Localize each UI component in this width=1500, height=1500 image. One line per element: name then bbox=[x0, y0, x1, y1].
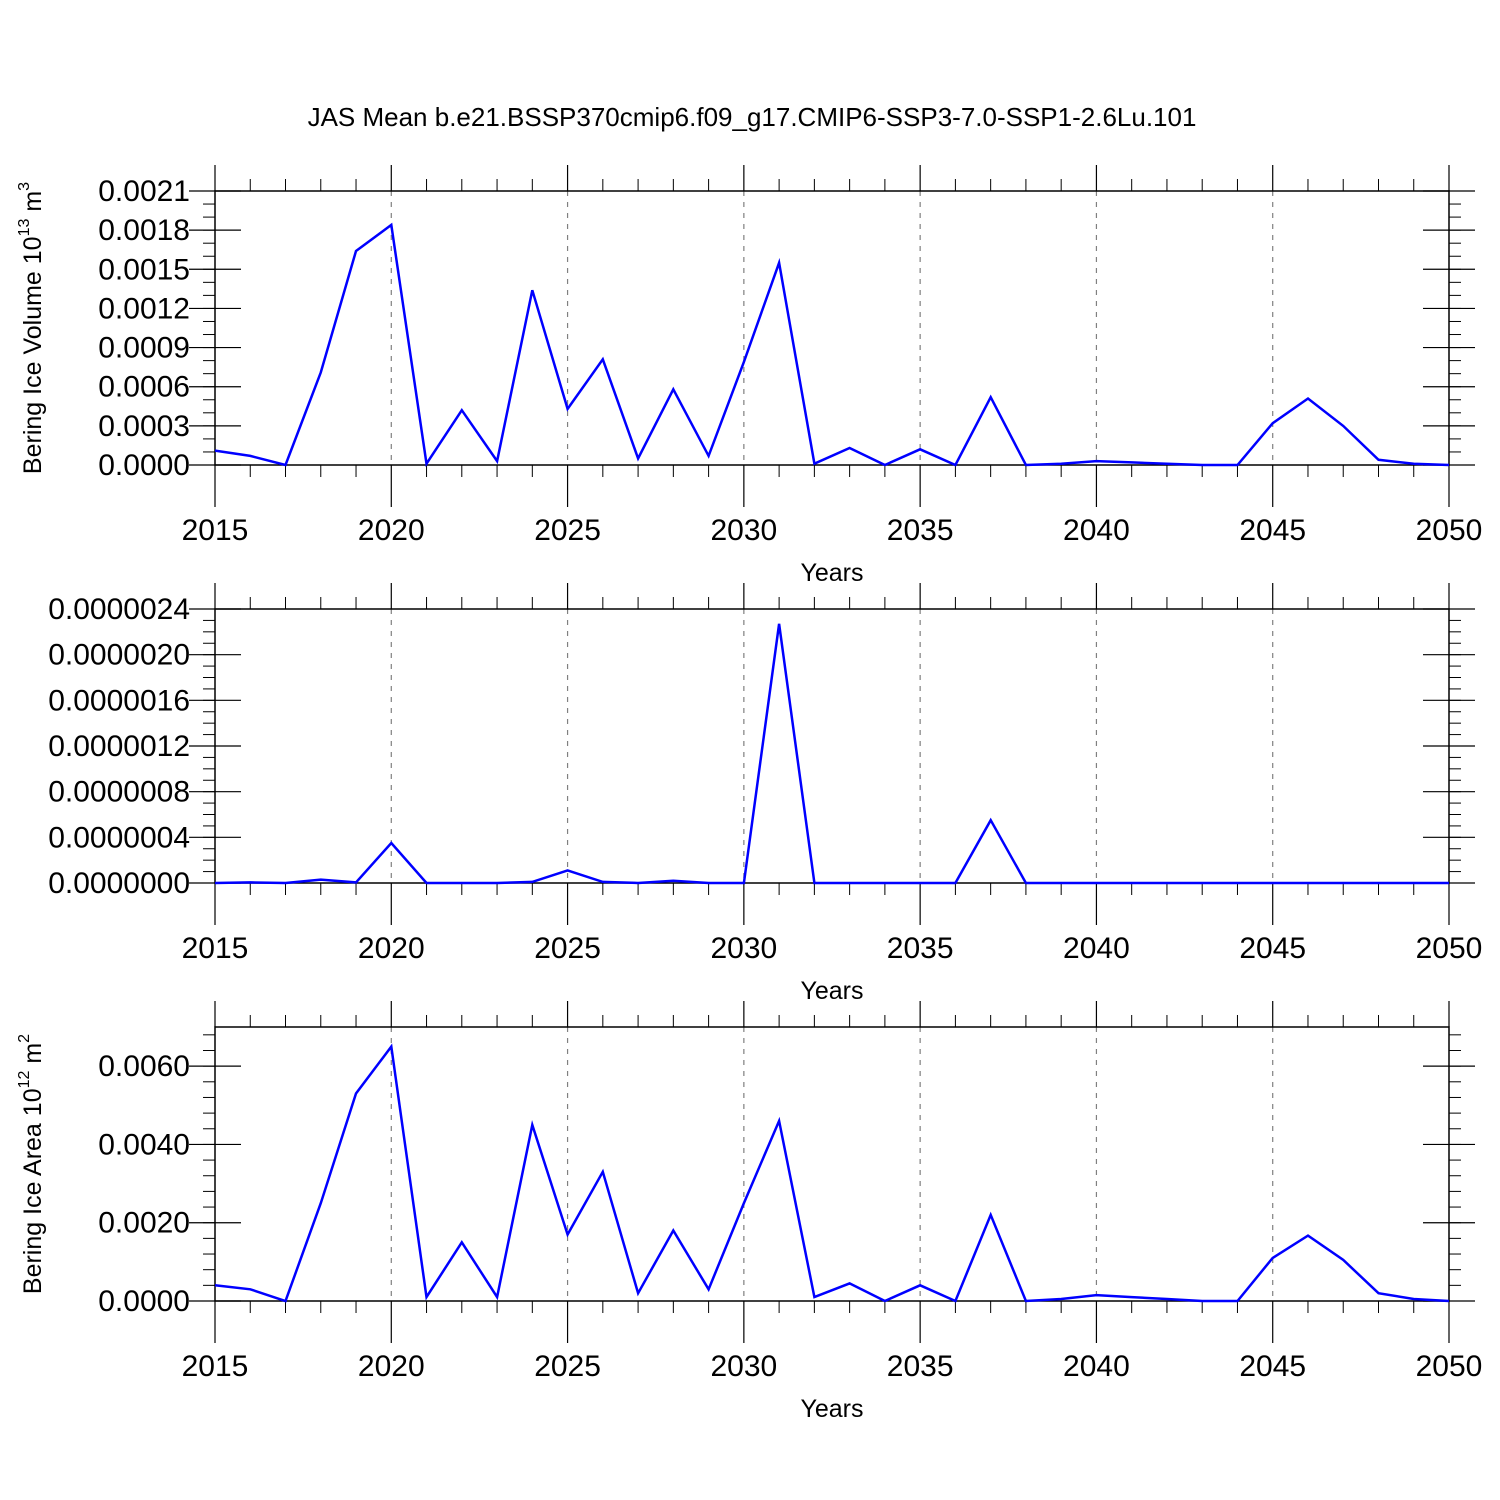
middle-series-line bbox=[214, 623, 1449, 885]
middle-y-tick-label: 0.0000016 bbox=[48, 684, 190, 717]
middle-x-tick-label: 2045 bbox=[1239, 932, 1306, 965]
volume-y-tick-label: 0.0009 bbox=[98, 332, 190, 365]
volume-y-tick-label: 0.0012 bbox=[98, 292, 190, 325]
area-x-tick-label: 2015 bbox=[182, 1350, 249, 1383]
area-y-tick-label: 0.0000 bbox=[98, 1285, 190, 1318]
middle-y-tick-label: 0.0000020 bbox=[48, 639, 190, 672]
volume-x-tick-label: 2025 bbox=[534, 514, 601, 547]
volume-y-tick-label: 0.0000 bbox=[98, 449, 190, 482]
area-y-axis-label: Bering Ice Area 1012 m2 bbox=[16, 1034, 47, 1294]
volume-x-tick-label: 2035 bbox=[887, 514, 954, 547]
middle-x-tick-label: 2020 bbox=[358, 932, 425, 965]
volume-x-tick-label: 2030 bbox=[710, 514, 777, 547]
volume-x-axis-label: Years bbox=[800, 559, 863, 587]
middle-panel: 0.0000000 0.0000004 0.0000008 0.0000012 0.00… bbox=[48, 583, 1482, 1005]
volume-x-tick-label: 2020 bbox=[358, 514, 425, 547]
area-x-tick-label: 2050 bbox=[1416, 1350, 1483, 1383]
middle-x-tick-label: 2030 bbox=[710, 932, 777, 965]
area-x-tick-label: 2045 bbox=[1239, 1350, 1306, 1383]
volume-x-tick-label: 2040 bbox=[1063, 514, 1130, 547]
volume-series-line bbox=[214, 222, 1450, 468]
volume-y-tick-label: 0.0006 bbox=[98, 371, 190, 404]
volume-y-tick-label: 0.0003 bbox=[98, 410, 190, 443]
area-x-tick-label: 2030 bbox=[710, 1350, 777, 1383]
volume-y-tick-label: 0.0018 bbox=[98, 214, 190, 247]
middle-x-tick-label: 2035 bbox=[887, 932, 954, 965]
area-x-axis-label: Years bbox=[800, 1395, 863, 1423]
volume-x-tick-label: 2045 bbox=[1239, 514, 1306, 547]
area-y-tick-label: 0.0040 bbox=[98, 1128, 190, 1161]
middle-x-tick-label: 2040 bbox=[1063, 932, 1130, 965]
volume-panel: 0.0000 0.0003 0.0006 0.0009 0.0012 0.0015 0.00… bbox=[16, 165, 1482, 587]
area-series-line bbox=[214, 1043, 1450, 1303]
middle-x-axis-label: Years bbox=[800, 977, 863, 1005]
volume-x-tick-label: 2050 bbox=[1416, 514, 1483, 547]
area-panel: 0.0000 0.0020 0.0040 0.0060 2015 2020 2025 203… bbox=[16, 1001, 1482, 1423]
volume-y-axis-label: Bering Ice Volume 1013 m3 bbox=[16, 182, 47, 474]
middle-y-tick-label: 0.0000000 bbox=[48, 867, 190, 900]
middle-y-tick-label: 0.0000008 bbox=[48, 776, 190, 809]
volume-y-tick-label: 0.0015 bbox=[98, 253, 190, 286]
area-x-tick-label: 2020 bbox=[358, 1350, 425, 1383]
middle-y-tick-label: 0.0000012 bbox=[48, 730, 190, 763]
volume-plot-frame bbox=[214, 190, 1450, 466]
area-y-tick-label: 0.0060 bbox=[98, 1050, 190, 1083]
area-x-tick-label: 2040 bbox=[1063, 1350, 1130, 1383]
middle-y-tick-label: 0.0000024 bbox=[48, 593, 190, 626]
area-plot-frame bbox=[214, 1026, 1450, 1302]
middle-y-tick-label: 0.0000004 bbox=[48, 821, 190, 854]
middle-x-tick-label: 2015 bbox=[182, 932, 249, 965]
area-y-tick-label: 0.0020 bbox=[98, 1207, 190, 1240]
volume-x-tick-label: 2015 bbox=[182, 514, 249, 547]
middle-plot-frame bbox=[214, 608, 1450, 884]
middle-x-tick-label: 2025 bbox=[534, 932, 601, 965]
middle-x-tick-label: 2050 bbox=[1416, 932, 1483, 965]
figure-title: JAS Mean b.e21.BSSP370cmip6.f09_g17.CMIP… bbox=[308, 102, 1197, 132]
area-x-tick-label: 2035 bbox=[887, 1350, 954, 1383]
volume-y-tick-label: 0.0021 bbox=[98, 175, 190, 208]
area-x-tick-label: 2025 bbox=[534, 1350, 601, 1383]
